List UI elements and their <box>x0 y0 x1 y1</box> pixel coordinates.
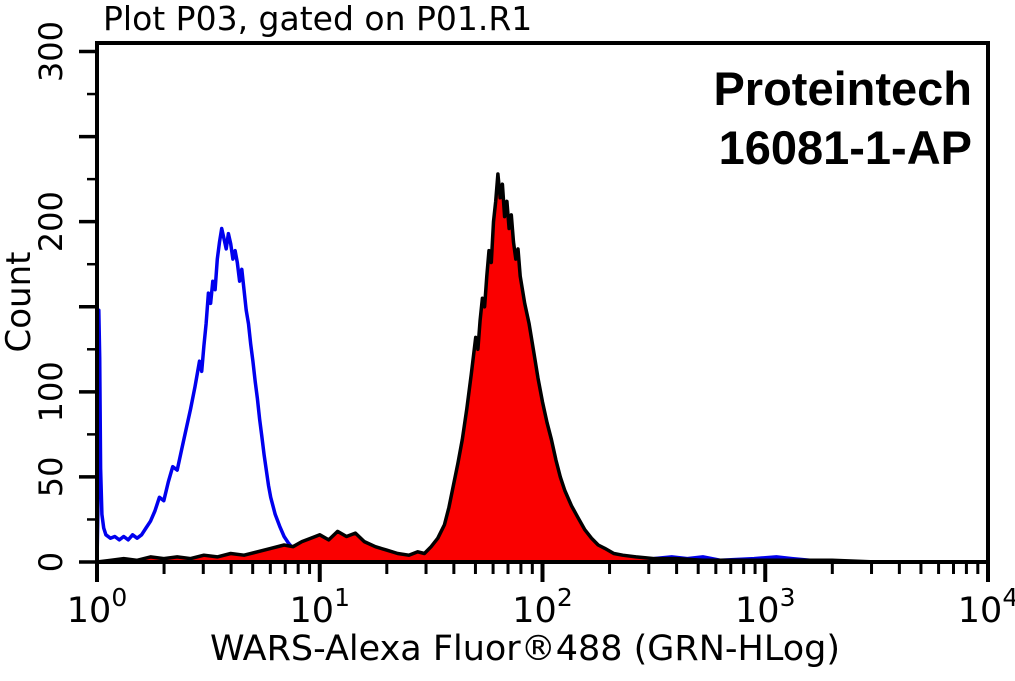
plot-title: Plot P03, gated on P01.R1 <box>103 0 532 38</box>
x-tick-label-10e1: 101 <box>290 583 350 631</box>
y-tick-label-0: 0 <box>32 552 70 572</box>
axis-ticks-layer <box>79 49 990 582</box>
x-tick-label-10e4: 104 <box>958 583 1015 631</box>
y-tick-label-50: 50 <box>32 457 70 498</box>
x-tick-label-10e0: 100 <box>67 583 127 631</box>
watermark-catalog-number: 16081-1-AP <box>719 121 972 174</box>
y-tick-label-300: 300 <box>32 21 70 82</box>
y-tick-label-100: 100 <box>32 361 70 422</box>
x-tick-label-10e3: 103 <box>735 583 795 631</box>
axis-ticklabels-layer: 0 50 100 200 300 100 101 102 103 104 <box>32 21 1015 631</box>
y-tick-label-200: 200 <box>32 191 70 252</box>
watermark-brand: Proteintech <box>713 62 972 115</box>
series-WARS-Alexa-Fluor-488-stained <box>95 172 990 564</box>
x-axis-label: WARS-Alexa Fluor®488 (GRN-HLog) <box>210 629 840 669</box>
plot-series-layer <box>95 172 990 564</box>
y-axis-label: Count <box>0 252 39 353</box>
x-tick-label-10e2: 102 <box>512 583 572 631</box>
